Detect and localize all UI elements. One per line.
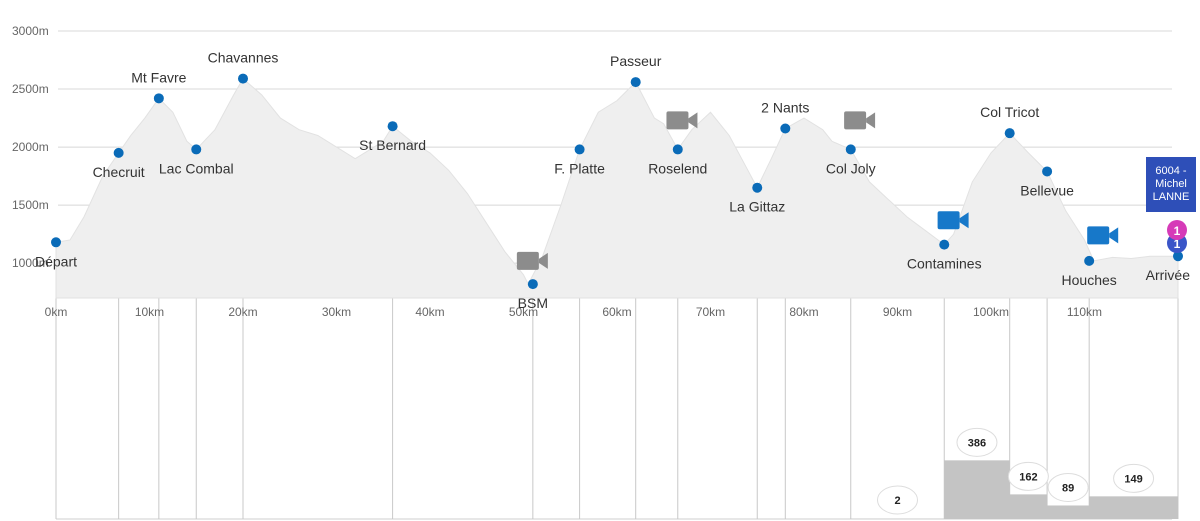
y-axis-ticks: 1000m 1500m 2000m 2500m 3000m (12, 24, 49, 270)
checkpoint-dot[interactable] (939, 239, 950, 250)
x-tick-label: 50km (509, 305, 538, 319)
checkpoint-dot[interactable] (845, 144, 856, 155)
runner-position-markers[interactable]: 11 (1167, 220, 1187, 253)
checkpoint-dot[interactable] (153, 93, 164, 104)
y-tick-label: 2000m (12, 140, 49, 154)
runner-count-bubble[interactable] (1113, 463, 1155, 493)
checkpoint-dot[interactable] (780, 123, 791, 134)
checkpoint-label: Lac Combal (159, 160, 234, 176)
elevation-profile-area (55, 77, 1179, 299)
checkpoint-dot[interactable] (113, 147, 124, 158)
checkpoint-dot[interactable] (1042, 166, 1053, 177)
runner-marker-blue-label: 1 (1174, 237, 1181, 251)
checkpoint-label: 2 Nants (761, 100, 809, 116)
checkpoint-label: F. Platte (554, 160, 605, 176)
x-tick-label: 60km (602, 305, 631, 319)
x-tick-label: 90km (883, 305, 912, 319)
checkpoint-label: BSM (518, 295, 548, 311)
y-tick-label: 3000m (12, 24, 49, 38)
checkpoint-dot[interactable] (238, 73, 248, 84)
runner-marker-pink[interactable] (1167, 220, 1187, 240)
x-tick-label: 70km (696, 305, 725, 319)
checkpoint-label: Bellevue (1020, 182, 1074, 198)
checkpoint-dot[interactable] (672, 144, 683, 155)
checkpoint-dot[interactable] (574, 144, 585, 155)
checkpoint-label: Arrivée (1146, 267, 1191, 283)
checkpoint-label: Contamines (907, 256, 982, 272)
checkpoint-dot[interactable] (1173, 251, 1183, 262)
video-camera-icon[interactable] (844, 111, 876, 130)
x-tick-label: 80km (789, 305, 818, 319)
runner-count-label: 89 (1062, 482, 1074, 494)
checkpoint-label: Mt Favre (131, 69, 186, 85)
checkpoint-label: Houches (1062, 272, 1117, 288)
checkpoint-dot[interactable] (387, 121, 398, 132)
checkpoint-label: Col Tricot (980, 104, 1039, 120)
video-camera-icon[interactable] (516, 251, 548, 270)
checkpoint-dot[interactable] (1004, 128, 1015, 139)
video-camera-icon[interactable] (666, 111, 698, 130)
runner-count-label: 162 (1019, 471, 1037, 483)
y-tick-label: 2500m (12, 82, 49, 96)
checkpoint-dot[interactable] (1084, 255, 1095, 266)
x-tick-label: 30km (322, 305, 351, 319)
runner-count-bar (944, 460, 1010, 519)
checkpoint-label: Col Joly (826, 160, 876, 176)
runner-count-bars: 2 386 162 89 149 (850, 427, 1178, 519)
runner-count-label: 386 (968, 437, 986, 449)
checkpoint-markers[interactable]: Départ Checruit Mt Favre Lac Combal Chavanne… (35, 50, 1190, 311)
checkpoint-label: Départ (35, 253, 77, 269)
runner-first-name: Michel (1155, 178, 1187, 190)
x-tick-label: 20km (228, 305, 257, 319)
camera-icons[interactable] (516, 111, 1119, 270)
runner-count-label: 149 (1124, 473, 1142, 485)
checkpoint-dot[interactable] (752, 182, 763, 193)
x-tick-label: 100km (973, 305, 1009, 319)
checkpoint-dot[interactable] (191, 144, 202, 155)
runner-count-bubble[interactable] (956, 427, 998, 457)
checkpoint-label: Roselend (648, 160, 707, 176)
x-tick-label: 10km (135, 305, 164, 319)
x-tick-label: 110km (1067, 305, 1102, 319)
runner-count-bubble[interactable] (1047, 472, 1089, 502)
checkpoint-label: Checruit (93, 164, 145, 180)
runner-marker-pink-label: 1 (1174, 224, 1181, 238)
runner-count-bubble[interactable] (1007, 461, 1049, 491)
checkpoint-label: Passeur (610, 53, 662, 69)
checkpoint-label: St Bernard (359, 137, 426, 153)
x-tick-label: 0km (45, 305, 68, 319)
video-camera-icon[interactable] (937, 211, 969, 230)
runner-last-name: LANNE (1152, 191, 1190, 203)
runner-count-bar (1047, 505, 1090, 519)
checkpoint-dot[interactable] (630, 77, 641, 88)
x-axis-ticks: 0km 10km 20km 30km 40km 50km 60km 70km 80km 90km 1… (45, 305, 1102, 319)
runner-count-label: 2 (894, 495, 900, 507)
runner-count-bubble[interactable] (877, 485, 918, 515)
checkpoint-dot[interactable] (51, 237, 61, 248)
y-tick-label: 1500m (12, 198, 49, 212)
runner-bib: 6004 - (1155, 165, 1187, 177)
runner-label-box[interactable]: 6004 - Michel LANNE (1146, 157, 1196, 212)
checkpoint-dot[interactable] (527, 279, 538, 290)
y-tick-label: 1000m (12, 256, 49, 270)
x-tick-label: 40km (415, 305, 444, 319)
runner-count-bar (1009, 494, 1048, 519)
checkpoint-label: Chavannes (208, 50, 279, 66)
checkpoint-label: La Gittaz (729, 199, 785, 215)
runner-count-bar (1089, 496, 1178, 519)
video-camera-icon[interactable] (1087, 226, 1119, 245)
